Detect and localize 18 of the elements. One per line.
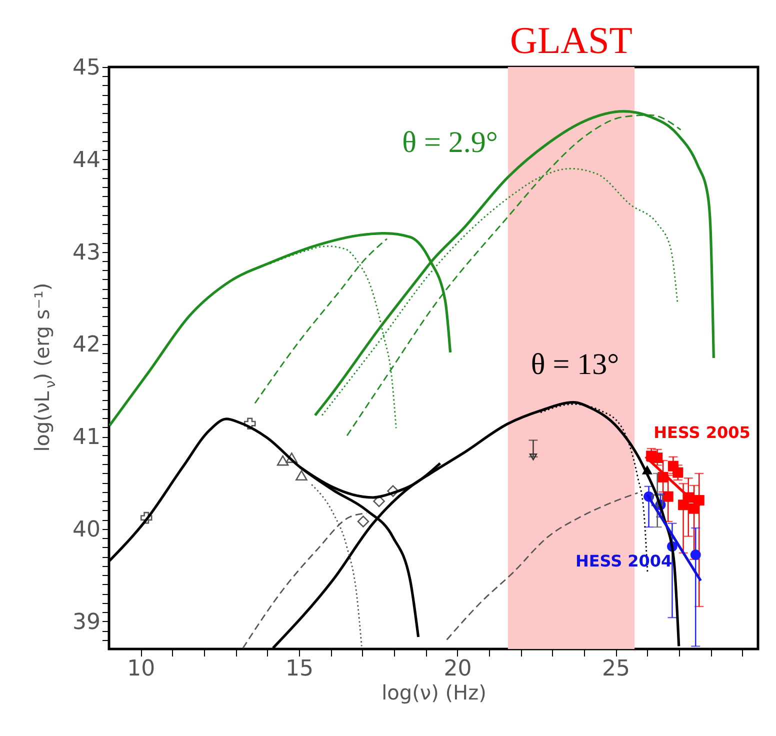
y-axis-title: log(νLν) (erg s⁻¹): [30, 282, 59, 452]
y-tick-label: 42: [72, 332, 100, 358]
y-tick-label: 41: [72, 425, 100, 450]
annotation: θ = 13°: [530, 348, 620, 381]
y-tick-label: 40: [72, 517, 100, 542]
series-label: HESS 2004: [575, 552, 672, 571]
x-tick-label: 10: [127, 656, 156, 682]
y-tick-label: 43: [72, 240, 100, 266]
x-tick-label: 20: [444, 656, 472, 682]
y-tick-label: 39: [72, 610, 100, 635]
band-label: GLAST: [510, 20, 632, 62]
series-label: HESS 2005: [654, 422, 750, 442]
annotation: θ = 2.9°: [402, 126, 498, 159]
y-tick-label: 44: [72, 148, 100, 173]
x-tick-label: 15: [285, 656, 314, 682]
y-tick-label: 45: [72, 56, 100, 80]
x-axis-title: log(ν) (Hz): [382, 680, 486, 704]
x-tick-label: 25: [602, 656, 630, 682]
